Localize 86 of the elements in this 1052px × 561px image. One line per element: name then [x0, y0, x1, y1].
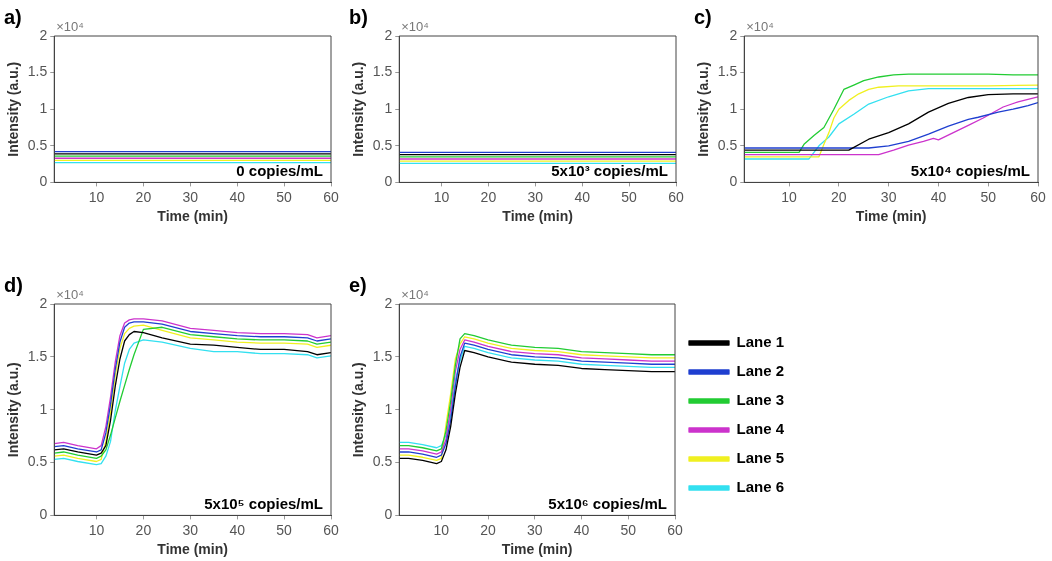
text: ×10⁴ — [401, 19, 429, 35]
x-tick-label: 10 — [433, 188, 450, 205]
x-tick-label: 30 — [527, 188, 544, 205]
annotation: 5x10⁶ copies/mL — [548, 495, 667, 513]
y-tick-label: 0.5 — [717, 136, 738, 153]
legend-label: Lane 3 — [736, 391, 785, 409]
y-tick-label: 2 — [39, 26, 48, 43]
y-tick-label: 0 — [39, 506, 48, 523]
x-tick-label: 20 — [480, 188, 497, 205]
x-tick-label: 20 — [480, 521, 497, 538]
y-tick-label: 0 — [384, 173, 393, 190]
x-axis-title: Time (min) — [157, 208, 228, 225]
x-tick-label: 60 — [323, 521, 339, 538]
chart-title: a) — [4, 5, 22, 28]
x-tick-label: 30 — [880, 188, 897, 205]
x-tick-label: 20 — [135, 188, 152, 205]
x-tick-label: 10 — [433, 521, 450, 538]
y-tick-label: 1 — [384, 100, 393, 117]
annotation: 5x10³ copies/mL — [551, 162, 668, 180]
y-tick-label: 0 — [384, 506, 393, 523]
y-tick-label: 1 — [384, 400, 393, 417]
x-axis-title: Time (min) — [855, 208, 927, 225]
y-tick-label: 1.5 — [372, 63, 393, 80]
legend-label: Lane 5 — [736, 449, 785, 467]
x-tick-label: 50 — [620, 521, 637, 538]
x-tick-label: 10 — [88, 521, 105, 538]
y-tick-label: 0.5 — [27, 136, 48, 153]
x-tick-label: 60 — [668, 188, 684, 205]
x-tick-label: 60 — [1030, 188, 1046, 205]
chart-title: e) — [349, 273, 367, 296]
y-axis-title: Intensity (a.u.) — [5, 61, 22, 157]
x-tick-label: 40 — [573, 521, 590, 538]
x-tick-label: 50 — [276, 188, 293, 205]
x-tick-label: 40 — [930, 188, 947, 205]
legend-label: Lane 4 — [736, 420, 785, 438]
annotation: 5x10⁵ copies/mL — [204, 495, 323, 513]
y-tick-label: 0.5 — [27, 453, 48, 470]
x-tick-label: 30 — [527, 521, 543, 538]
x-tick-label: 40 — [229, 188, 246, 205]
annotation: 0 copies/mL — [236, 162, 323, 180]
y-axis-title: Intensity (a.u.) — [350, 362, 367, 458]
x-tick-label: 40 — [574, 188, 591, 205]
x-tick-label: 20 — [135, 521, 152, 538]
y-tick-label: 2 — [729, 26, 738, 43]
y-tick-label: 0 — [39, 173, 48, 190]
legend-label: Lane 6 — [736, 478, 785, 496]
x-tick-label: 30 — [182, 521, 199, 538]
x-tick-label: 10 — [88, 188, 105, 205]
chart-title: d) — [4, 273, 23, 296]
text: ×10⁴ — [401, 287, 429, 303]
annotation: 5x10⁴ copies/mL — [910, 162, 1030, 180]
y-tick-label: 1 — [729, 100, 738, 117]
x-tick-label: 60 — [323, 188, 339, 205]
y-axis-title: Intensity (a.u.) — [350, 61, 367, 157]
y-tick-label: 1 — [39, 100, 48, 117]
y-tick-label: 1.5 — [717, 63, 738, 80]
text: ×10⁴ — [746, 19, 774, 35]
x-tick-label: 50 — [621, 188, 638, 205]
y-tick-label: 2 — [39, 294, 48, 311]
x-tick-label: 60 — [667, 521, 683, 538]
y-axis-title: Intensity (a.u.) — [5, 362, 22, 458]
x-tick-label: 30 — [182, 188, 199, 205]
y-tick-label: 1.5 — [27, 63, 48, 80]
legend-label: Lane 1 — [736, 333, 785, 351]
y-tick-label: 0 — [729, 173, 738, 190]
x-axis-title: Time (min) — [157, 541, 228, 558]
y-tick-label: 0.5 — [372, 453, 393, 470]
legend-label: Lane 2 — [736, 362, 785, 380]
x-axis-title: Time (min) — [502, 208, 573, 225]
y-tick-label: 1.5 — [27, 347, 48, 364]
x-tick-label: 40 — [229, 521, 246, 538]
chart-title: c) — [694, 5, 712, 28]
x-tick-label: 20 — [831, 188, 847, 205]
chart-title: b) — [349, 5, 368, 28]
x-tick-label: 50 — [980, 188, 997, 205]
text: ×10⁴ — [56, 19, 84, 35]
text: ×10⁴ — [56, 287, 84, 303]
y-tick-label: 1.5 — [372, 347, 393, 364]
y-tick-label: 0.5 — [372, 136, 393, 153]
x-tick-label: 10 — [781, 188, 798, 205]
x-axis-title: Time (min) — [501, 541, 573, 558]
x-tick-label: 50 — [276, 521, 293, 538]
y-tick-label: 1 — [39, 400, 48, 417]
y-tick-label: 2 — [384, 294, 393, 311]
y-axis-title: Intensity (a.u.) — [695, 61, 712, 157]
y-tick-label: 2 — [384, 26, 393, 43]
